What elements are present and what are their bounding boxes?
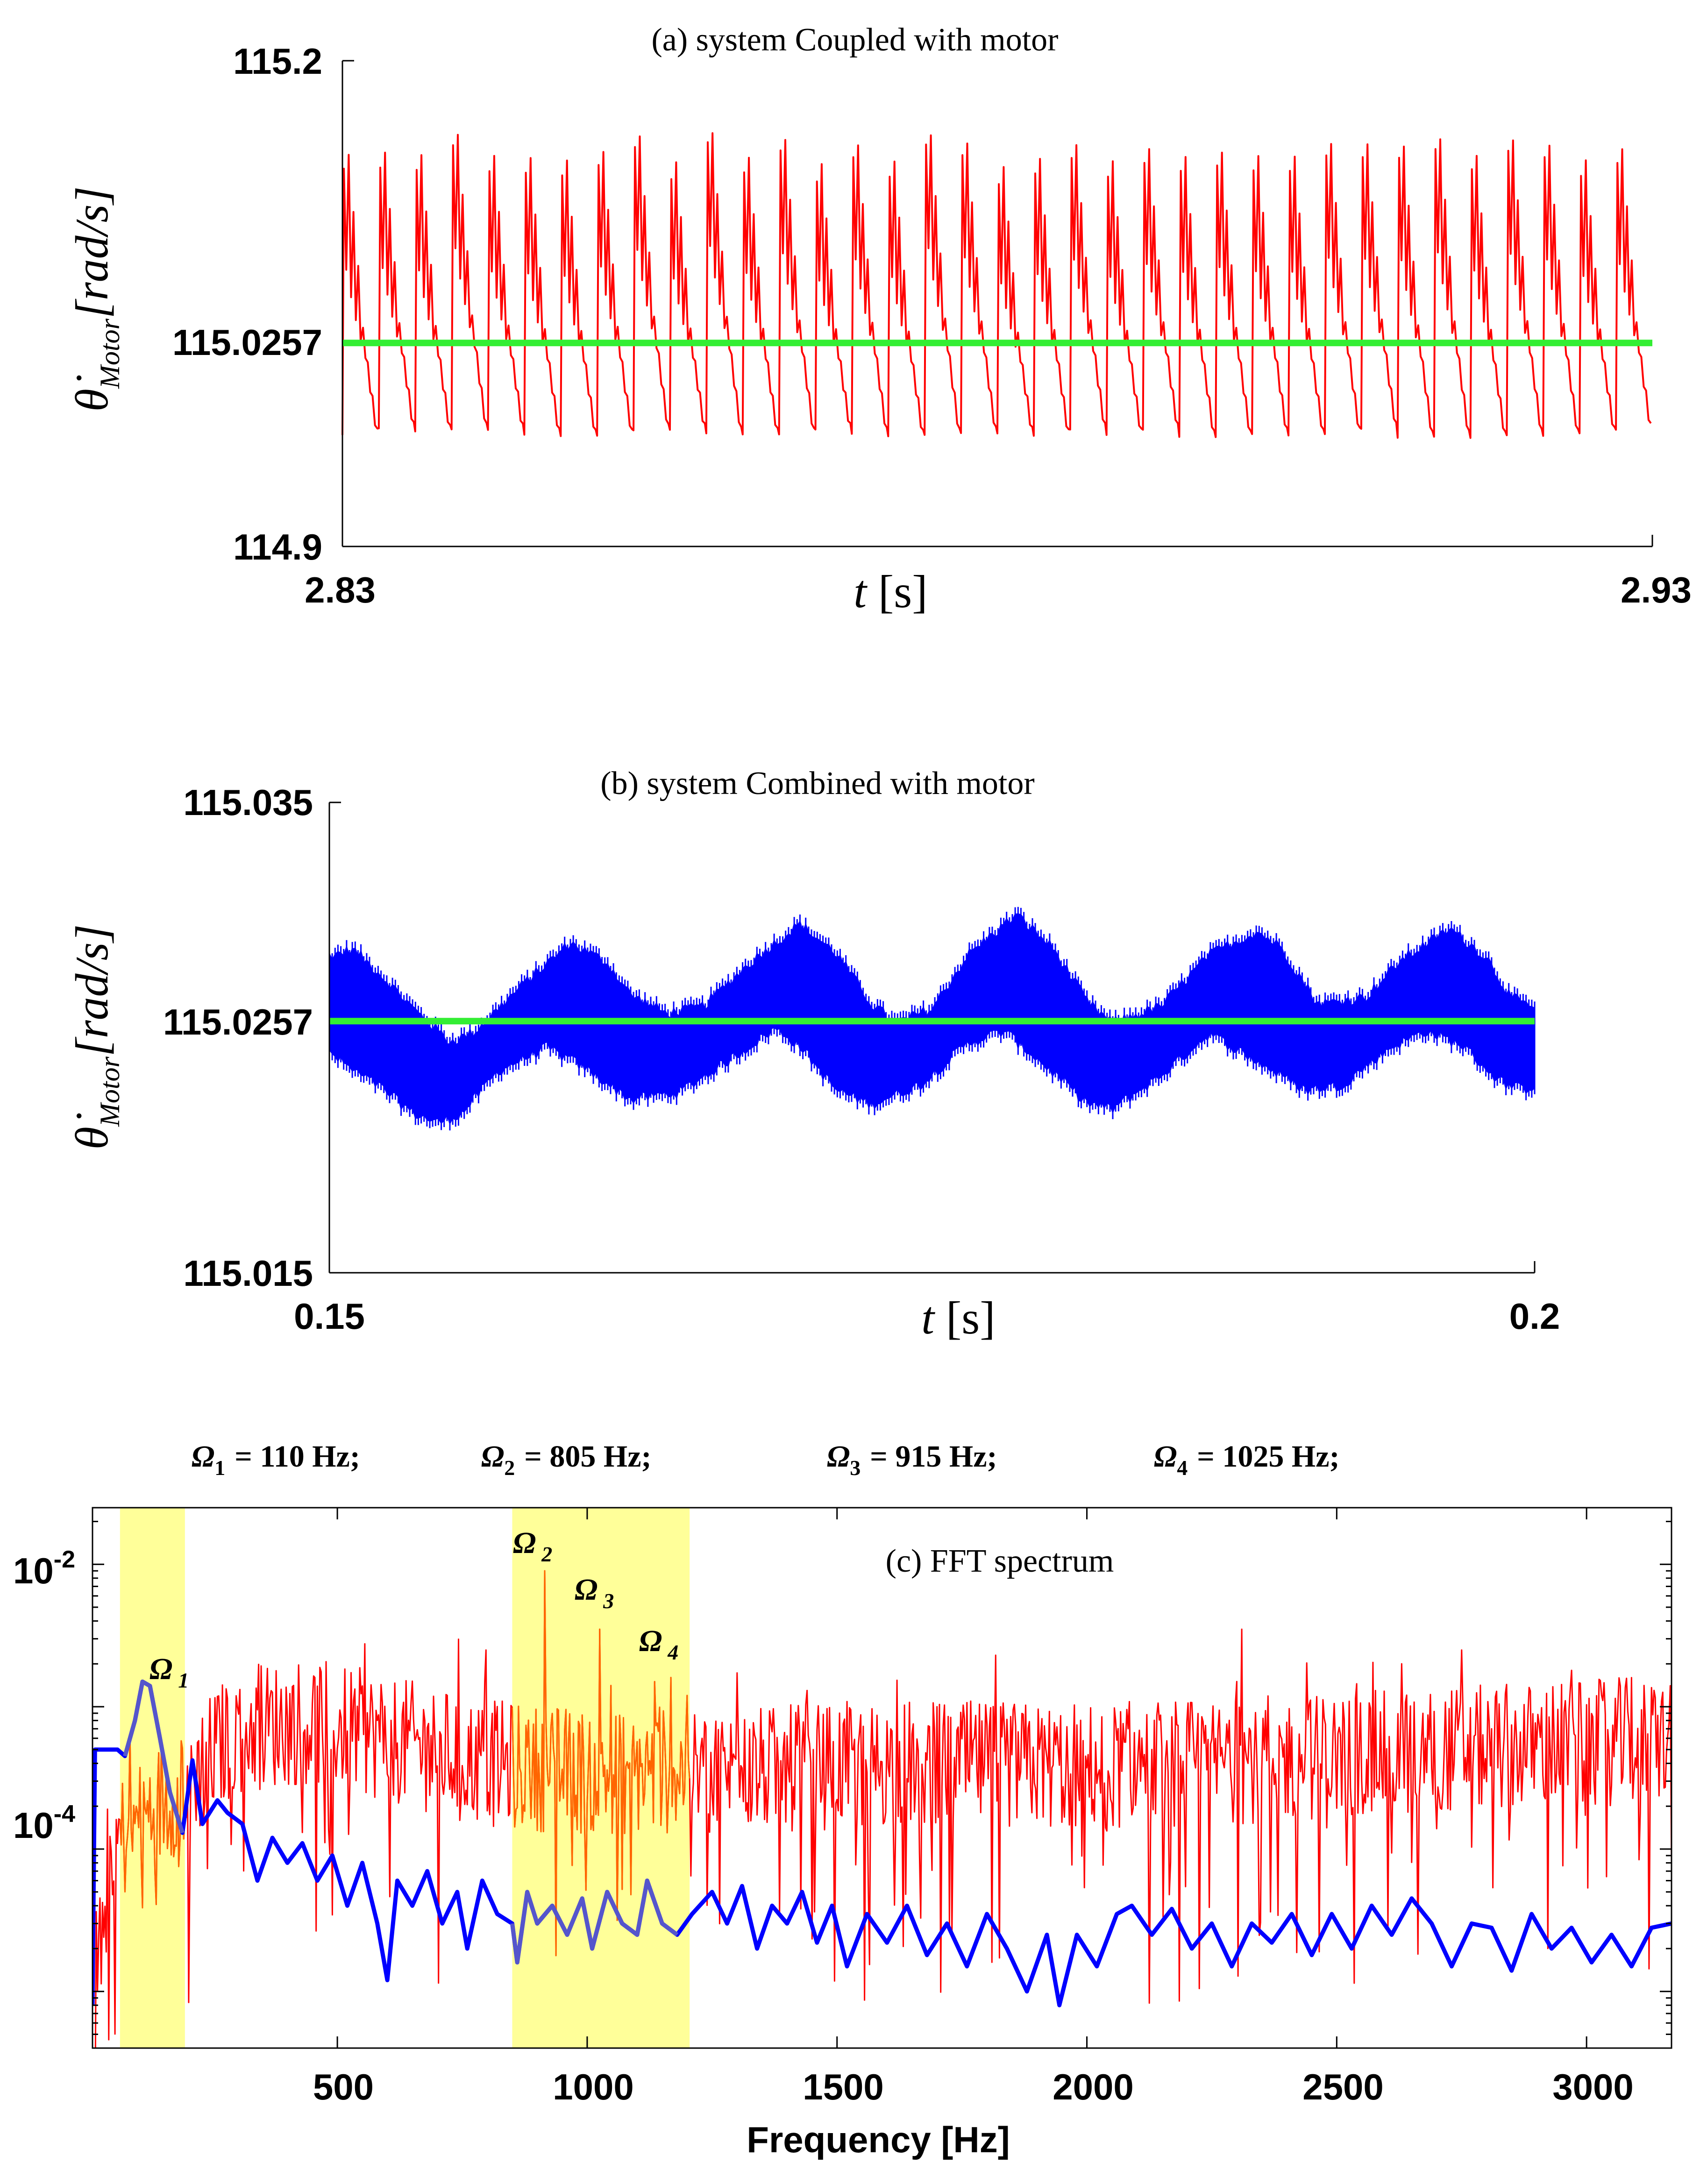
panel-c-title: (c) FFT spectrum	[886, 1543, 1114, 1579]
fft-series-combined-band-overlay-1	[123, 1679, 185, 1834]
panel-c-xtick-labels: 500 1000 1500 2000 2500 3000	[313, 2066, 1634, 2107]
panel-b-xtick-label-left: 0.15	[294, 1296, 365, 1337]
panel-a: (a) system Coupled with motor 115.2 115.…	[66, 22, 1692, 617]
panel-c-xtick-label-2500: 2500	[1302, 2066, 1384, 2107]
panel-c-xtick-label-3000: 3000	[1552, 2066, 1634, 2107]
fft-series-coupled	[94, 1570, 1672, 2048]
panel-a-ylabel-sub: Motor	[94, 319, 125, 390]
panel-b-xlabel-var: t	[921, 1292, 935, 1344]
panel-b-ytick-label-mid: 115.0257	[163, 1001, 313, 1042]
panel-b-xtick-label-right: 0.2	[1509, 1296, 1560, 1337]
panel-a-ytick-label-top: 115.2	[233, 41, 322, 82]
panel-a-xlabel-unit: [s]	[878, 566, 928, 617]
panel-b: (b) system Combined with motor 115.035 1…	[66, 766, 1560, 1344]
panel-b-ylabel: θ̇Motor[rad/s]	[66, 924, 125, 1150]
fft-series-combined	[92, 1679, 1672, 2007]
panel-c-xtick-label-2000: 2000	[1053, 2066, 1134, 2107]
fft-series-coupled-band-overlay-1	[119, 1733, 186, 1908]
freq-label-omega-3: Ω3 = 915 Hz;	[827, 1439, 997, 1480]
panel-a-xlabel-var: t	[854, 566, 868, 617]
panel-b-ytick-label-bottom: 115.015	[183, 1253, 313, 1294]
panel-a-title: (a) system Coupled with motor	[651, 22, 1058, 58]
panel-c-ytick-label-1e-2: 10-2	[13, 1546, 75, 1591]
panel-b-xlabel: t [s]	[921, 1292, 995, 1344]
panel-a-xtick-label-right: 2.93	[1621, 569, 1692, 610]
panel-b-xlabel-unit: [s]	[946, 1292, 996, 1344]
panel-c-ytick-labels: 10-2 10-4	[13, 1546, 75, 1846]
frequency-legend: Ω1 = 110 Hz; Ω2 = 805 Hz; Ω3 = 915 Hz; Ω4 = …	[192, 1439, 1339, 1480]
panel-a-ytick-label-mid: 115.0257	[172, 322, 322, 363]
panel-c-xtick-label-500: 500	[313, 2066, 374, 2107]
panel-a-xtick-label-left: 2.83	[305, 569, 376, 610]
panel-c-xlabel: Frequency [Hz]	[747, 2119, 1010, 2160]
panel-c-frame	[92, 1507, 1672, 2049]
panel-c-tick-marks	[92, 1508, 1672, 2049]
panel-a-ylabel: θ̇Motor[rad/s]	[66, 186, 125, 412]
freq-label-omega-4: Ω4 = 1025 Hz;	[1154, 1439, 1339, 1480]
panel-b-ylabel-unit: [rad/s]	[66, 924, 118, 1057]
panel-c: Ω1 = 110 Hz; Ω2 = 805 Hz; Ω3 = 915 Hz; Ω4 = …	[13, 1439, 1672, 2160]
panel-c-ytick-label-1e-4: 10-4	[13, 1801, 75, 1846]
freq-label-omega-1: Ω1 = 110 Hz;	[192, 1439, 360, 1480]
panel-a-ytick-label-bottom: 114.9	[233, 526, 322, 567]
panel-b-ylabel-sub: Motor	[94, 1057, 125, 1127]
panel-a-signal-line	[341, 132, 1652, 439]
panel-b-ytick-label-top: 115.035	[183, 782, 313, 823]
panel-b-title: (b) system Combined with motor	[600, 766, 1034, 801]
panel-c-xtick-label-1500: 1500	[803, 2066, 884, 2107]
panel-c-plot-area	[92, 1570, 1672, 2048]
fft-series-combined-band-overlay-2	[510, 1879, 679, 1964]
panel-b-signal-group	[328, 907, 1536, 1131]
panel-a-xlabel: t [s]	[854, 566, 927, 617]
freq-label-omega-2: Ω2 = 805 Hz;	[481, 1439, 651, 1480]
fft-series-coupled-band-overlay-2	[512, 1570, 690, 1957]
panel-a-ylabel-unit: [rad/s]	[66, 186, 118, 319]
panel-c-xtick-label-1000: 1000	[553, 2066, 634, 2107]
panel-a-signal-group	[341, 132, 1652, 439]
